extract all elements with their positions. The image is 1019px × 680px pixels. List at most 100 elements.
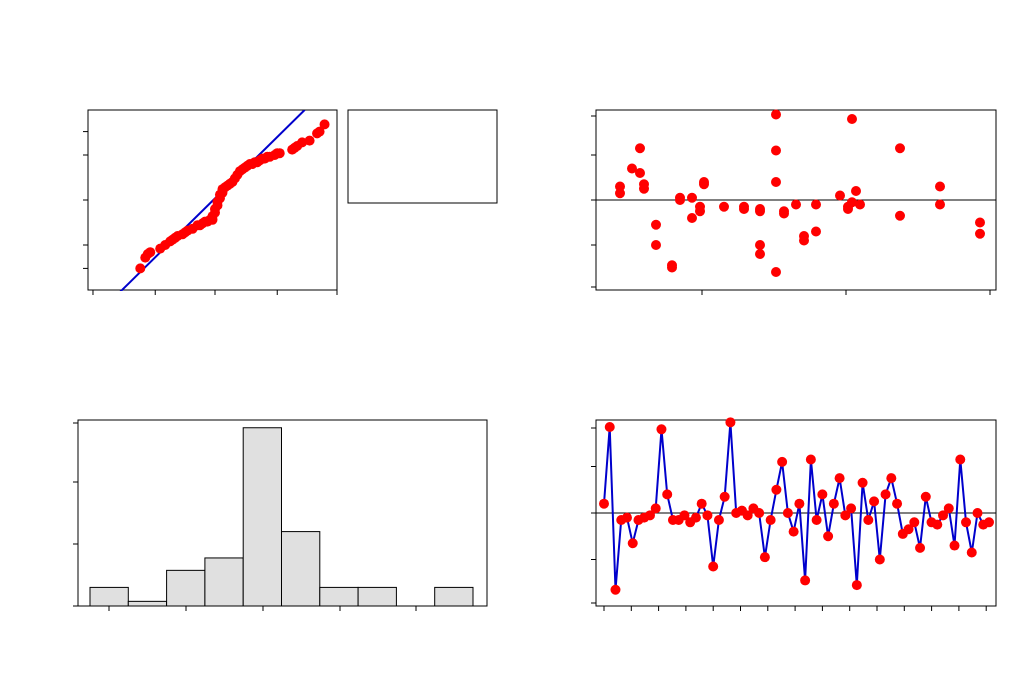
data-point [975,217,985,228]
data-point [791,199,801,210]
data-point [800,575,811,586]
histogram-bar [434,586,474,607]
data-point [667,260,677,271]
data-point [823,531,834,542]
data-point [886,473,897,484]
data-point [754,508,765,518]
data-point [903,524,914,535]
data-point [777,456,788,467]
data-point [771,177,781,187]
data-point [719,201,729,212]
data-point [627,163,637,174]
data-point [635,143,645,154]
data-point [702,510,713,521]
data-point [725,417,736,428]
data-point [719,491,730,502]
data-point [779,206,789,217]
data-point [742,510,753,521]
data-point [696,498,707,509]
data-point [835,190,845,201]
data-point [851,580,862,591]
data-point [847,197,857,208]
data-point [304,135,315,146]
data-point [932,519,943,530]
histogram-bar [281,531,321,607]
data-point [855,199,865,210]
data-point [834,473,845,484]
data-point [635,168,645,178]
data-point [662,489,673,500]
data-point [314,126,325,137]
legend-box [347,109,498,204]
data-point [788,526,799,537]
data-point [961,517,972,528]
data-point [679,510,690,521]
data-point [817,489,828,500]
data-point [920,491,931,502]
data-point [699,177,709,187]
data-point [644,510,655,521]
data-point [695,206,705,217]
histogram-bar [319,586,359,607]
data-point [274,148,285,159]
data-point [782,508,793,518]
data-point [935,181,945,192]
data-point [759,552,770,563]
data-point [135,263,146,274]
data-point [949,540,960,551]
marks-layer [89,109,996,607]
histogram-bar [204,557,244,607]
data-point [811,514,822,525]
data-point [739,204,749,214]
data-point [955,454,966,465]
data-point [892,498,903,509]
data-point [675,195,685,205]
data-point [984,517,994,528]
data-point [938,510,949,521]
data-point [935,199,945,210]
data-point [145,247,156,258]
data-point [811,199,821,210]
data-point [765,514,776,525]
data-point [966,547,977,558]
data-point [794,498,805,509]
data-point [943,503,954,514]
data-point [297,137,308,148]
data-point [604,421,615,432]
data-point [972,508,983,518]
data-point [599,498,609,509]
data-point [771,109,781,120]
data-point [755,240,765,250]
histogram-bar [166,569,206,607]
tick-layer [73,115,991,611]
histogram-bar [89,586,129,607]
data-point [639,183,649,194]
data-point [805,454,816,465]
data-point [771,484,782,495]
data-point [895,143,905,154]
data-point [621,512,632,523]
histogram-bar [357,586,397,607]
data-point [863,514,874,525]
data-point [909,517,920,528]
data-point [651,240,661,250]
data-point [755,249,765,259]
data-point [771,267,781,277]
data-point [319,119,330,130]
data-point [857,477,868,488]
data-point [755,206,765,217]
data-point [656,424,667,435]
data-point [840,510,851,521]
data-point [687,192,697,203]
data-point [880,489,891,500]
data-point [771,145,781,156]
histogram-bar [242,427,282,607]
data-point [650,503,661,514]
data-point [847,114,857,124]
data-point [610,584,621,595]
data-point [851,186,861,196]
data-point [687,213,697,223]
data-point [627,538,638,549]
data-point [708,561,719,572]
